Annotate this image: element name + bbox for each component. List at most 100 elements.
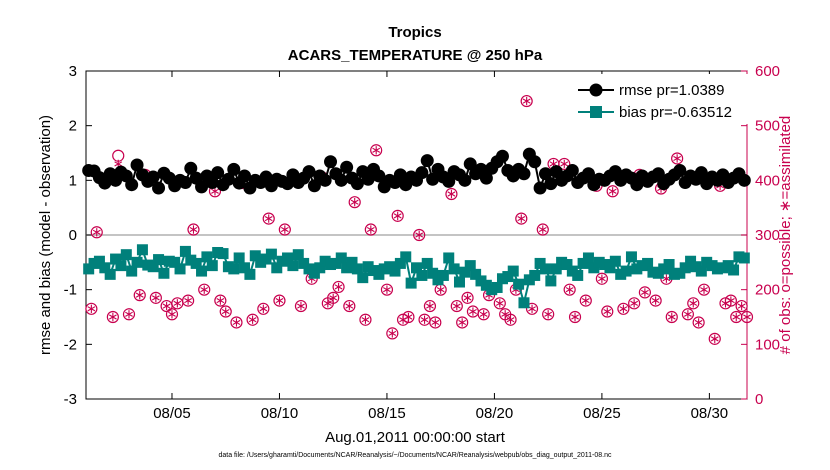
rmse-point <box>184 161 198 175</box>
x-tick-label: 08/15 <box>368 405 406 422</box>
rmse-point <box>361 172 375 186</box>
possible-obs-point <box>708 332 721 345</box>
rmse-point <box>538 167 552 181</box>
bias-point <box>400 251 412 263</box>
assimilated-obs-point <box>452 301 461 311</box>
bias-point <box>179 245 191 257</box>
rmse-point <box>420 154 434 168</box>
possible-obs-point <box>579 294 592 307</box>
bias-point <box>507 265 519 277</box>
bias-point <box>158 267 170 279</box>
y-right-tick-label: 0 <box>755 391 763 408</box>
possible-obs-point <box>391 209 404 222</box>
possible-obs-point <box>90 226 103 239</box>
possible-obs-point <box>278 223 291 236</box>
assimilated-obs-point <box>184 296 193 305</box>
assimilated-obs-point <box>528 304 536 313</box>
bias-point <box>131 256 143 268</box>
bias-point <box>335 252 347 264</box>
bias-point <box>604 262 616 274</box>
bias-point <box>695 265 707 277</box>
bias-point <box>642 257 654 269</box>
assimilated-obs-point <box>732 312 741 322</box>
bias-point <box>357 272 369 284</box>
bias-point <box>228 263 240 275</box>
possible-obs-point <box>262 212 275 225</box>
rmse-point <box>302 165 316 179</box>
assimilated-obs-point <box>211 187 219 196</box>
possible-obs-point <box>359 313 372 326</box>
assimilated-obs-point <box>388 329 397 338</box>
possible-obs-point <box>628 297 641 310</box>
assimilated-obs-point <box>689 299 698 308</box>
bias-point <box>110 253 122 265</box>
assimilated-obs-point <box>92 228 101 237</box>
bias-point <box>201 251 213 263</box>
x-tick-label: 08/20 <box>476 405 514 422</box>
possible-obs-point <box>187 223 200 236</box>
possible-obs-point <box>370 144 383 157</box>
bias-point <box>120 249 132 261</box>
bias-point <box>411 262 422 274</box>
bias-point <box>174 263 186 275</box>
rmse-point <box>211 166 225 180</box>
rmse-point <box>318 173 332 187</box>
x-tick-label: 08/05 <box>153 405 191 422</box>
legend-rmse-marker <box>589 83 603 97</box>
assimilated-obs-point <box>248 315 257 324</box>
bias-point <box>448 263 460 275</box>
rmse-point <box>651 167 665 181</box>
bias-point <box>679 262 691 274</box>
assimilated-obs-point <box>522 96 531 106</box>
bias-point <box>405 277 417 289</box>
possible-obs-point <box>230 316 243 329</box>
possible-obs-point <box>536 223 549 236</box>
bias-point <box>93 255 105 267</box>
assimilated-obs-point <box>135 290 144 300</box>
possible-obs-point <box>477 308 490 321</box>
possible-obs-point <box>558 157 571 171</box>
legend-rmse-label: rmse pr=1.0389 <box>619 82 724 99</box>
bias-point <box>282 252 294 264</box>
bias-point <box>190 257 202 269</box>
assimilated-obs-point <box>726 296 735 305</box>
bias-point <box>115 260 127 272</box>
possible-obs-point <box>343 299 356 313</box>
legend-bias-label: bias pr=-0.63512 <box>619 104 732 121</box>
rmse-point <box>458 173 472 187</box>
y-left-tick-label: -1 <box>64 282 77 299</box>
assimilated-obs-point <box>366 225 375 234</box>
rmse-point <box>415 166 429 180</box>
assimilated-obs-point <box>565 285 574 294</box>
possible-obs-point <box>246 313 259 326</box>
possible-obs-point <box>294 299 308 313</box>
bias-point <box>147 261 159 273</box>
possible-obs-point <box>568 310 582 324</box>
rmse-point <box>195 180 209 194</box>
plot-area: 08/05 08/10 08/15 08/20 08/25 08/30 -3 -2 -1 0 1 2 3… <box>64 63 780 422</box>
possible-obs-point <box>601 305 614 318</box>
possible-obs-point <box>327 291 340 304</box>
assimilated-obs-point <box>361 315 370 324</box>
assimilated-obs-point <box>447 189 456 199</box>
assimilated-obs-point <box>162 301 171 311</box>
bias-point <box>513 278 525 290</box>
possible-obs-point <box>681 308 694 321</box>
bias-point <box>136 244 148 256</box>
assimilated-obs-point <box>710 334 719 344</box>
bias-point <box>292 249 304 261</box>
possible-obs-point <box>563 283 576 296</box>
rmse-point <box>307 179 321 193</box>
rmse-point <box>238 169 252 183</box>
x-tick-label: 08/10 <box>261 405 299 422</box>
assimilated-obs-point <box>737 301 746 311</box>
assimilated-obs-point <box>667 312 676 322</box>
assimilated-obs-point <box>458 318 467 327</box>
assimilated-obs-point <box>495 299 504 308</box>
assimilated-obs-point <box>571 312 579 322</box>
x-tick-label: 08/25 <box>583 405 621 422</box>
rmse-point <box>227 162 241 176</box>
assimilated-obs-point <box>125 310 133 319</box>
assimilated-obs-point <box>436 285 445 294</box>
possible-obs-point <box>165 308 179 321</box>
